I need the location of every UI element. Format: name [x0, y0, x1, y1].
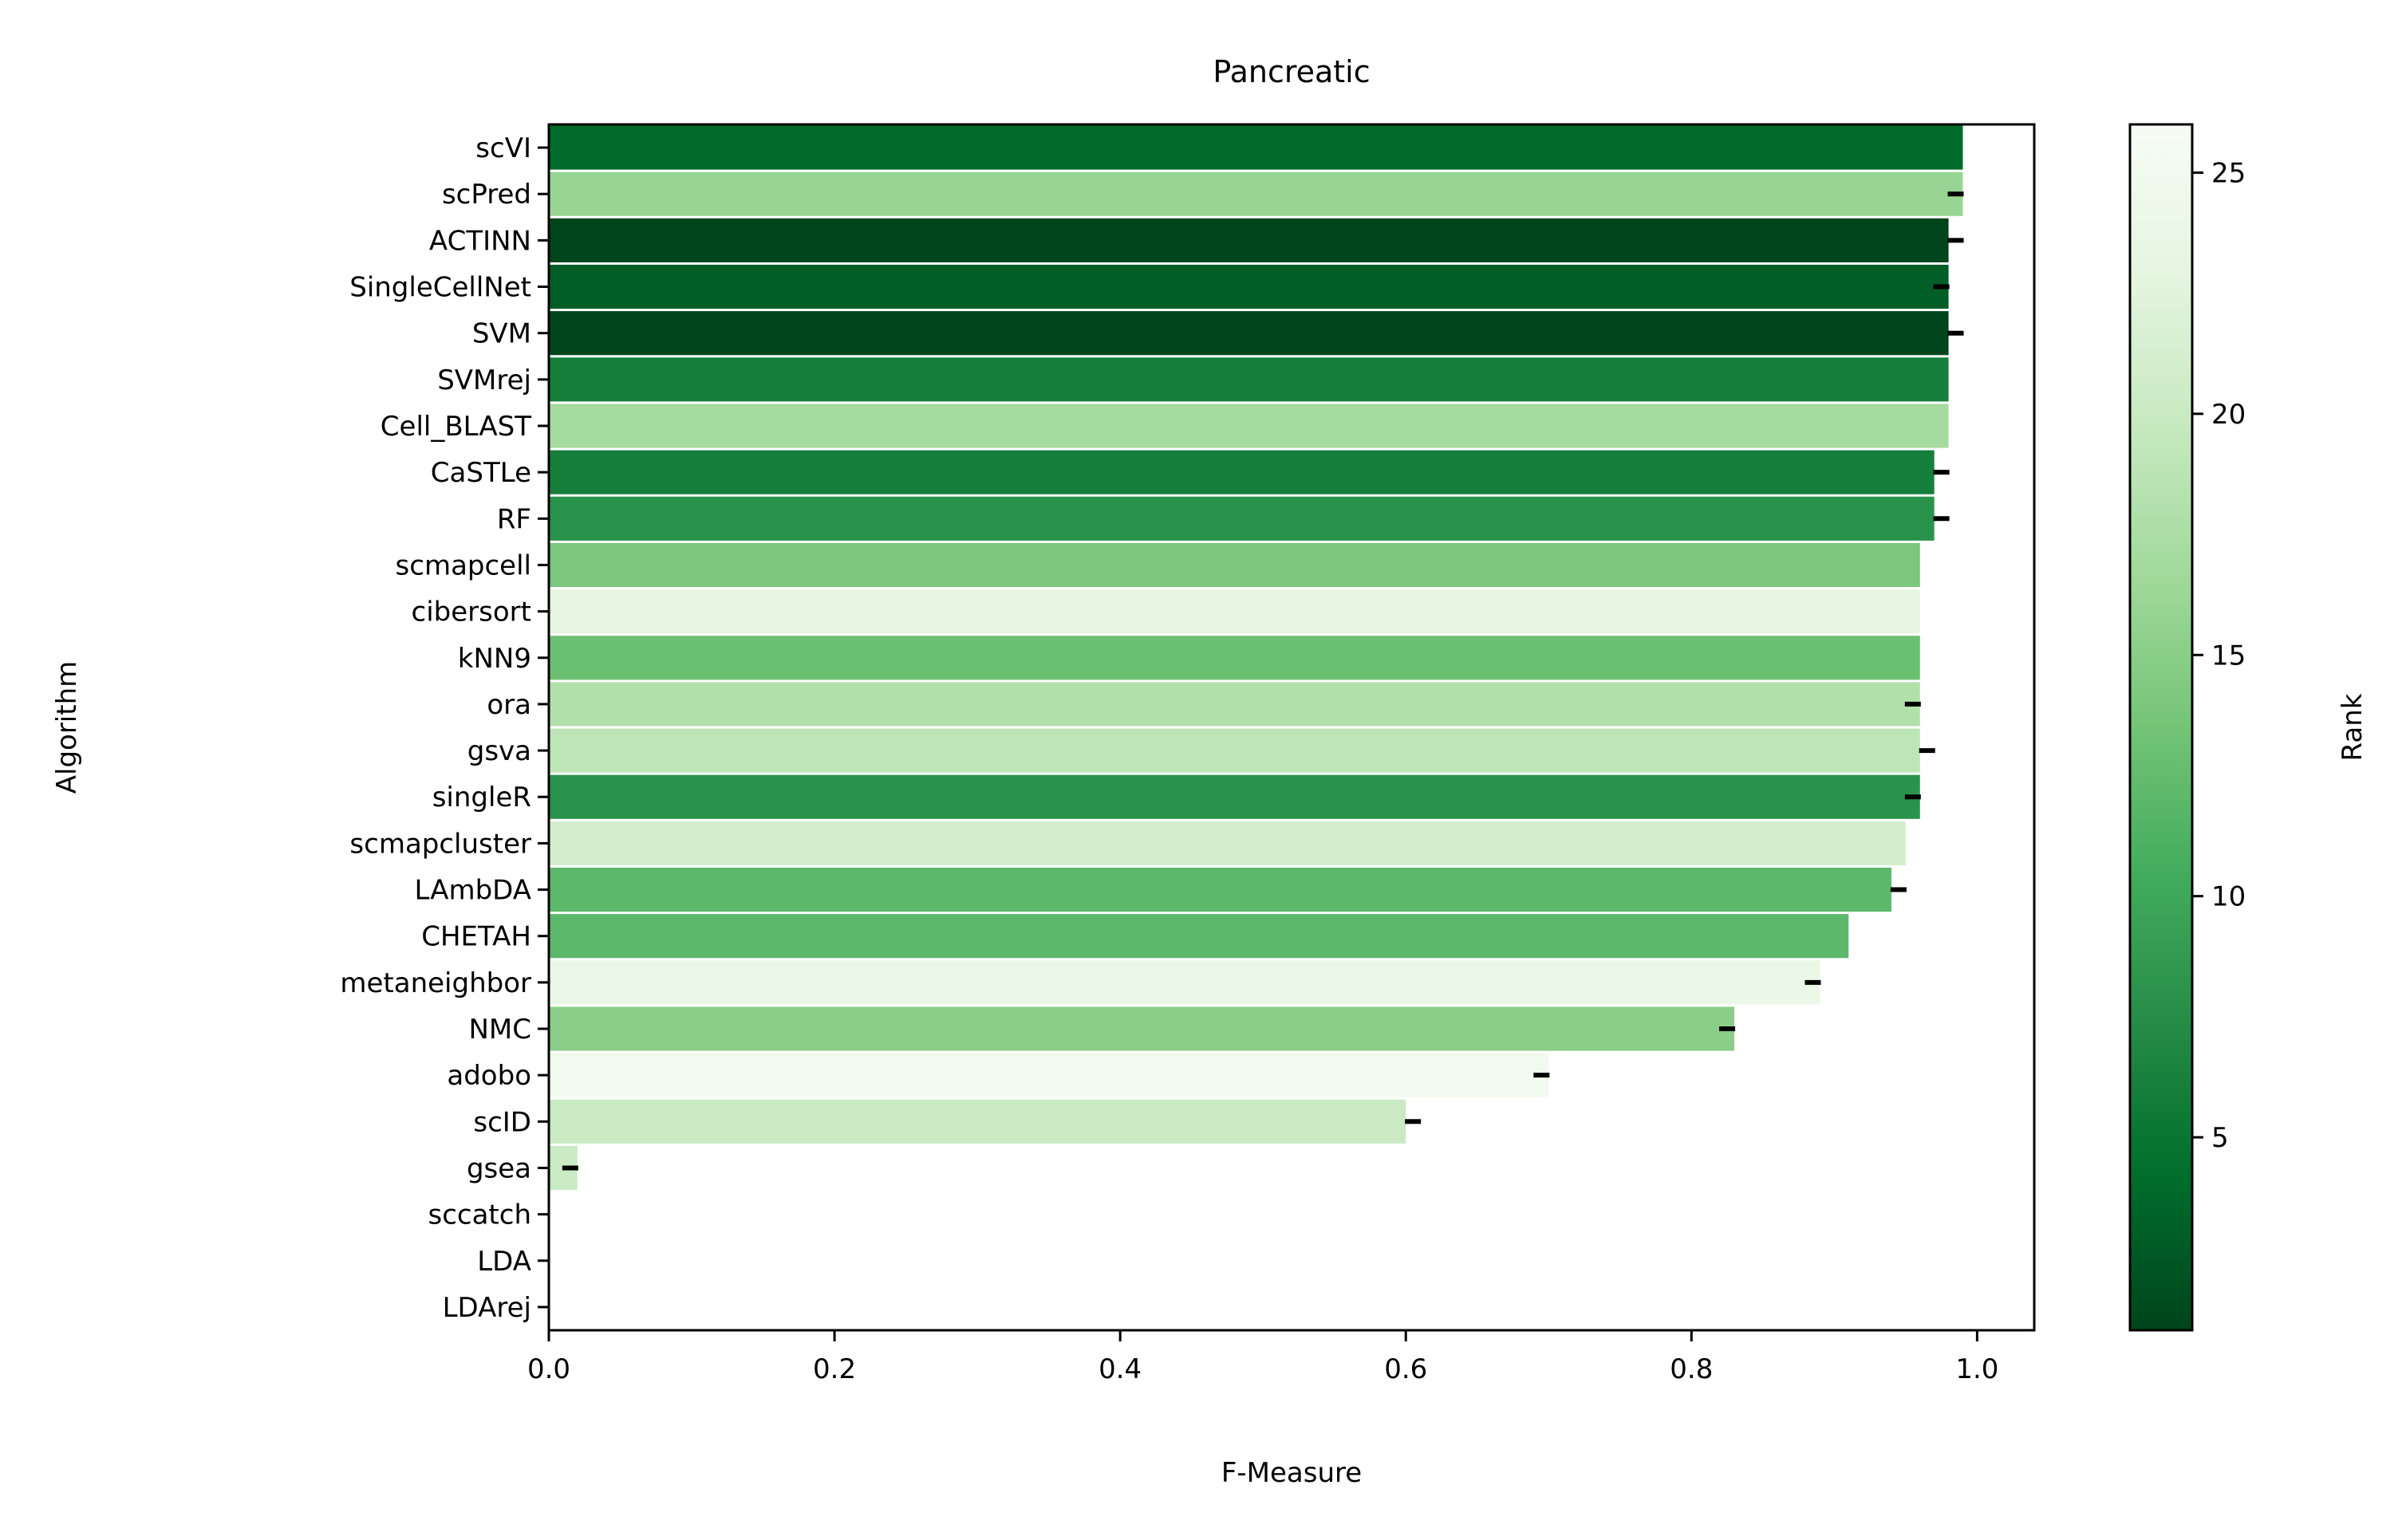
y-axis: scVI scPred ACTINN SingleCellNet SVM SVMrej Ce… — [340, 132, 549, 1324]
y-tick-label: sccatch — [428, 1199, 531, 1231]
y-tick-label: adobo — [447, 1060, 531, 1092]
y-tick-label: LDArej — [443, 1292, 531, 1324]
colorbar-tick-label: 5 — [2211, 1122, 2229, 1154]
y-tick-label: scPred — [442, 179, 531, 211]
colorbar-tick-label: 15 — [2211, 640, 2246, 672]
bar-gsva — [549, 728, 1920, 773]
y-tick-label: SVMrej — [437, 364, 531, 396]
y-tick-label: gsva — [467, 735, 531, 767]
y-tick-label: scmapcell — [396, 549, 531, 581]
bar-RF — [549, 496, 1935, 541]
y-tick-label: gsea — [467, 1152, 531, 1184]
colorbar-tick-label: 25 — [2211, 157, 2246, 189]
bar-scmapcluster — [549, 821, 1906, 865]
x-tick-label: 0.8 — [1670, 1353, 1713, 1385]
y-tick-label: LAmbDA — [414, 875, 531, 907]
error-marks-layer — [562, 191, 1964, 1171]
bar-scID — [549, 1099, 1406, 1144]
y-tick-label: LDA — [477, 1246, 531, 1278]
bar-cibersort — [549, 589, 1920, 634]
y-tick-label: scVI — [475, 132, 531, 164]
bar-ACTINN — [549, 218, 1949, 262]
y-tick-label: scmapcluster — [349, 828, 531, 860]
x-axis-label: F-Measure — [1221, 1457, 1362, 1489]
y-tick-label: Cell_BLAST — [381, 411, 531, 443]
y-tick-label: metaneighbor — [340, 967, 531, 999]
y-tick-label: singleR — [432, 782, 531, 813]
bar-LAmbDA — [549, 867, 1891, 912]
bar-scPred — [549, 171, 1963, 216]
y-tick-label: NMC — [468, 1014, 531, 1046]
bar-kNN9 — [549, 636, 1920, 680]
bar-SingleCellNet — [549, 264, 1949, 309]
colorbar-tick-label: 10 — [2211, 881, 2246, 913]
bars-layer — [549, 125, 1963, 1191]
x-tick-label: 1.0 — [1955, 1353, 1998, 1385]
bar-Cell_BLAST — [549, 404, 1949, 448]
bar-CaSTLe — [549, 450, 1935, 494]
bar-adobo — [549, 1053, 1549, 1097]
x-tick-label: 0.6 — [1384, 1353, 1427, 1385]
plot-frame — [547, 123, 2036, 1332]
colorbar: 5 10 15 20 25 — [2128, 123, 2246, 1332]
y-tick-label: cibersort — [412, 597, 531, 628]
y-tick-label: SingleCellNet — [349, 272, 531, 304]
bar-singleR — [549, 774, 1920, 819]
y-tick-label: CaSTLe — [431, 457, 531, 489]
colorbar-tick-label: 20 — [2211, 399, 2246, 431]
y-tick-label: ACTINN — [429, 225, 531, 257]
bar-CHETAH — [549, 914, 1849, 959]
bar-NMC — [549, 1006, 1735, 1051]
y-tick-label: scID — [473, 1106, 531, 1138]
x-tick-label: 0.2 — [813, 1353, 856, 1385]
x-tick-label: 0.4 — [1098, 1353, 1142, 1385]
colorbar-gradient — [2128, 123, 2194, 1332]
bar-scVI — [549, 125, 1963, 170]
x-axis: 0.0 0.2 0.4 0.6 0.8 1.0 — [527, 1330, 1998, 1385]
bar-SVMrej — [549, 357, 1949, 402]
y-tick-label: CHETAH — [421, 921, 531, 953]
y-tick-label: RF — [497, 503, 531, 535]
x-tick-label: 0.0 — [527, 1353, 570, 1385]
chart-title: Pancreatic — [1213, 54, 1370, 89]
y-tick-label: SVM — [472, 318, 531, 350]
colorbar-label: Rank — [2337, 693, 2369, 761]
y-axis-label: Algorithm — [51, 661, 83, 794]
bar-scmapcell — [549, 542, 1920, 588]
y-tick-label: ora — [487, 689, 531, 721]
bar-SVM — [549, 311, 1949, 356]
bar-ora — [549, 682, 1920, 727]
y-tick-label: kNN9 — [458, 643, 531, 675]
bar-metaneighbor — [549, 960, 1820, 1005]
